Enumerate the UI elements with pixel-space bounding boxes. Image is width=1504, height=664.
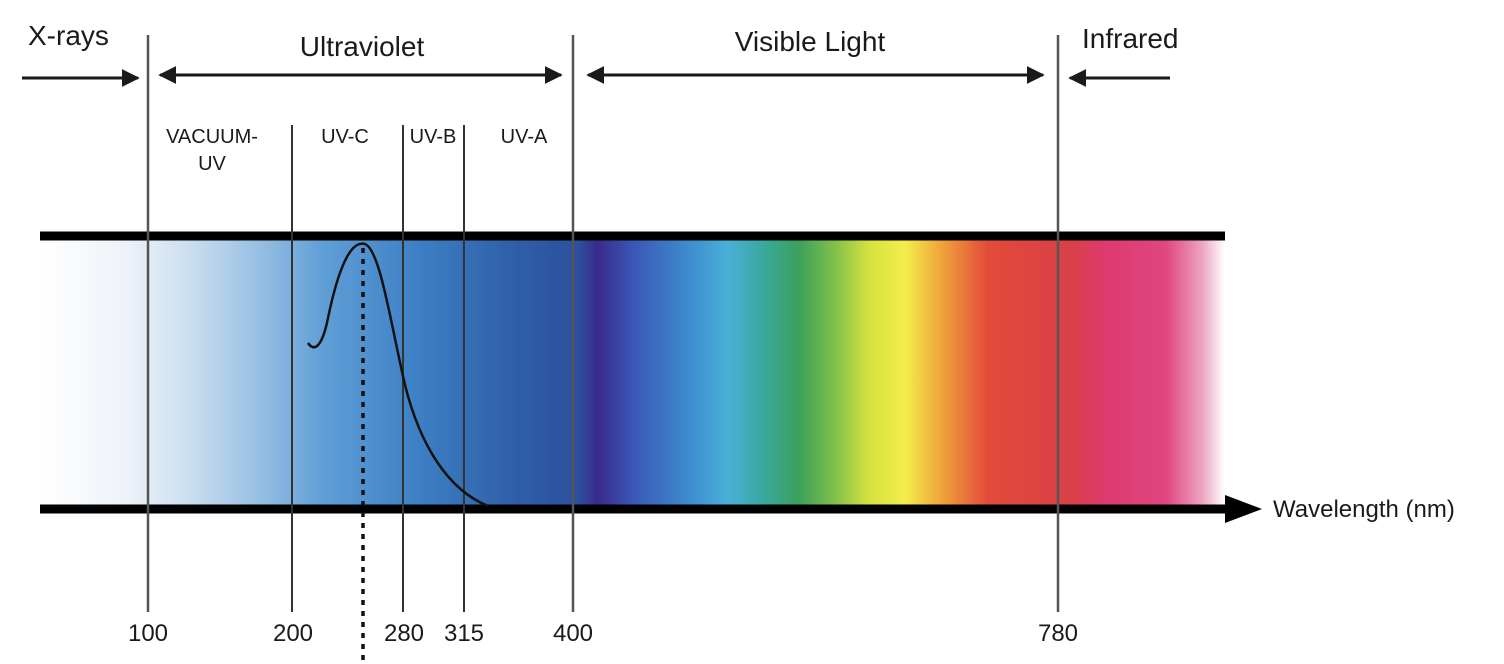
vacuum-uv-label-line2: UV [198,153,226,175]
axis-label-wavelength: Wavelength (nm) [1273,496,1455,523]
ultraviolet-label: Ultraviolet [300,31,425,62]
wavelength-axis-arrowhead [1225,495,1262,523]
tick-label-280: 280 [384,620,424,647]
visible-light-label: Visible Light [735,26,886,57]
absorption-curve [306,242,489,508]
tick-label-200: 200 [273,620,313,647]
uva-label: UV-A [501,126,548,148]
tick-label-315: 315 [444,620,484,647]
tick-label-780: 780 [1038,620,1078,647]
infrared-label: Infrared [1082,23,1179,54]
tick-label-100: 100 [128,620,168,647]
uvc-label: UV-C [321,126,369,148]
uvb-label: UV-B [410,126,457,148]
spectrum-band [40,238,1225,510]
tick-label-400: 400 [553,620,593,647]
xrays-label: X-rays [28,20,109,51]
vacuum-uv-label-line1: VACUUM- [166,126,258,148]
